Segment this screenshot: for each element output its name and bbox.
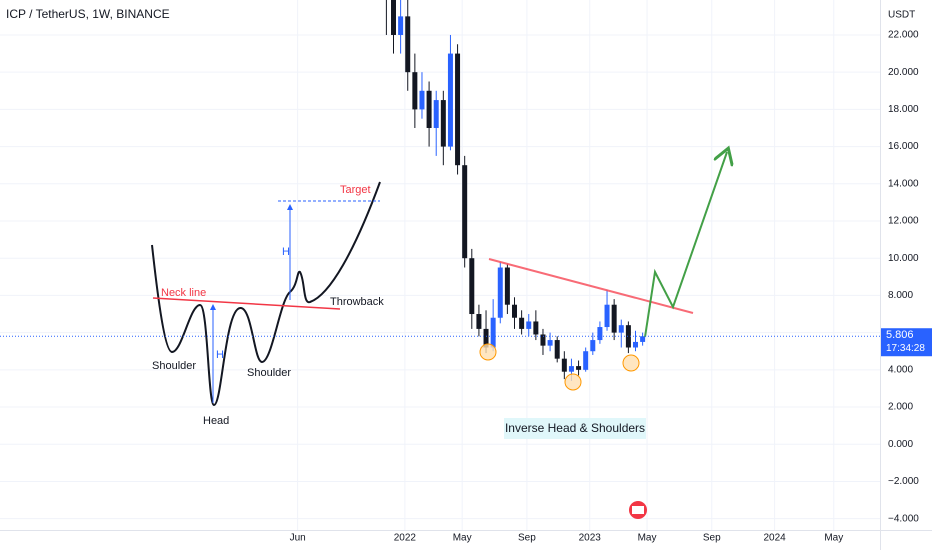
y-tick-label: −2.000: [888, 476, 919, 487]
candles: [385, 0, 646, 381]
y-tick-label: 8.000: [888, 290, 913, 301]
y-tick-label: 22.000: [888, 30, 919, 41]
annotation: H: [282, 246, 290, 258]
candle-body: [476, 314, 482, 329]
candle-body: [611, 304, 617, 333]
annotation: Shoulder: [247, 367, 291, 379]
candle-body: [625, 325, 631, 348]
x-tick-label: Sep: [518, 533, 536, 544]
candle-body: [405, 16, 411, 73]
candle-body: [440, 100, 446, 147]
annotation: Throwback: [330, 296, 384, 308]
candle-body: [419, 90, 425, 110]
candle-body: [455, 53, 461, 166]
candle-body: [540, 334, 546, 346]
x-tick-label: 2022: [394, 533, 417, 544]
grid: [0, 0, 880, 530]
candle-body: [640, 336, 646, 342]
y-tick-label: 10.000: [888, 253, 919, 264]
head-marker: [564, 373, 582, 391]
candle-body: [462, 165, 468, 259]
pattern-label: Inverse Head & Shoulders: [505, 421, 645, 435]
annotation: H: [216, 349, 224, 361]
pattern-label-box: [504, 418, 646, 439]
neck-line: [488, 258, 694, 314]
candle-body: [469, 258, 475, 315]
candle-body: [426, 90, 432, 128]
candle-body: [633, 341, 639, 348]
candle-body: [561, 358, 567, 372]
y-axis-label: USDT: [888, 10, 915, 21]
x-tick-label: 2023: [579, 533, 602, 544]
countdown-label: 17:34:28: [886, 343, 925, 354]
y-tick-label: 12.000: [888, 216, 919, 227]
y-tick-label: −4.000: [888, 513, 919, 524]
candle-body: [512, 304, 518, 318]
candle-body: [433, 100, 439, 128]
projection-arrow: [644, 152, 727, 338]
x-tick-label: May: [453, 533, 472, 544]
candle-body: [533, 321, 539, 335]
candle-body: [547, 340, 553, 346]
neck-line: [152, 297, 341, 310]
y-tick-label: 0.000: [888, 439, 913, 450]
candle-body: [398, 16, 404, 35]
candle-body: [447, 53, 453, 147]
x-tick-label: Jun: [290, 533, 306, 544]
event-icon-flag: [632, 506, 644, 514]
candle-body: [526, 321, 532, 329]
x-tick-label: May: [824, 533, 843, 544]
y-tick-label: 4.000: [888, 364, 913, 375]
annotation: Shoulder: [152, 360, 196, 372]
y-tick-label: 14.000: [888, 178, 919, 189]
candle-body: [583, 351, 589, 370]
pattern-curve: [151, 181, 381, 407]
shoulder-marker: [622, 354, 640, 372]
candle-body: [504, 267, 510, 305]
y-tick-label: 2.000: [888, 402, 913, 413]
candle-body: [490, 317, 496, 348]
candle-body: [412, 72, 418, 110]
candle-body: [604, 304, 610, 328]
x-tick-label: Sep: [703, 533, 721, 544]
y-tick-label: 20.000: [888, 67, 919, 78]
last-price-label: 5.806: [886, 329, 914, 341]
annotation: Target: [340, 184, 371, 196]
axes: 22.000 20.000 18.000 16.000 14.000 12.000 10.0…: [0, 30, 932, 544]
y-tick-label: 18.000: [888, 104, 919, 115]
candle-body: [391, 0, 397, 35]
candle-body: [554, 340, 560, 359]
candle-body: [497, 267, 503, 318]
x-tick-label: May: [638, 533, 657, 544]
candle-body: [597, 327, 603, 341]
schematic: Neck line Target H H Throwback Shoulder …: [151, 181, 384, 427]
candle-body: [590, 340, 596, 352]
candle-body: [576, 366, 582, 370]
candle-body: [483, 328, 489, 348]
y-tick-label: 16.000: [888, 141, 919, 152]
drawings: Inverse Head & Shoulders: [479, 152, 727, 519]
annotation: Head: [203, 415, 229, 427]
candle-body: [618, 325, 624, 333]
annotation: Neck line: [161, 287, 206, 299]
chart-title: ICP / TetherUS, 1W, BINANCE: [6, 7, 170, 21]
candle-body: [519, 317, 525, 329]
x-tick-label: 2024: [763, 533, 786, 544]
candle-body: [568, 366, 574, 372]
last-price-box: [881, 328, 932, 357]
shoulder-marker: [479, 343, 497, 361]
